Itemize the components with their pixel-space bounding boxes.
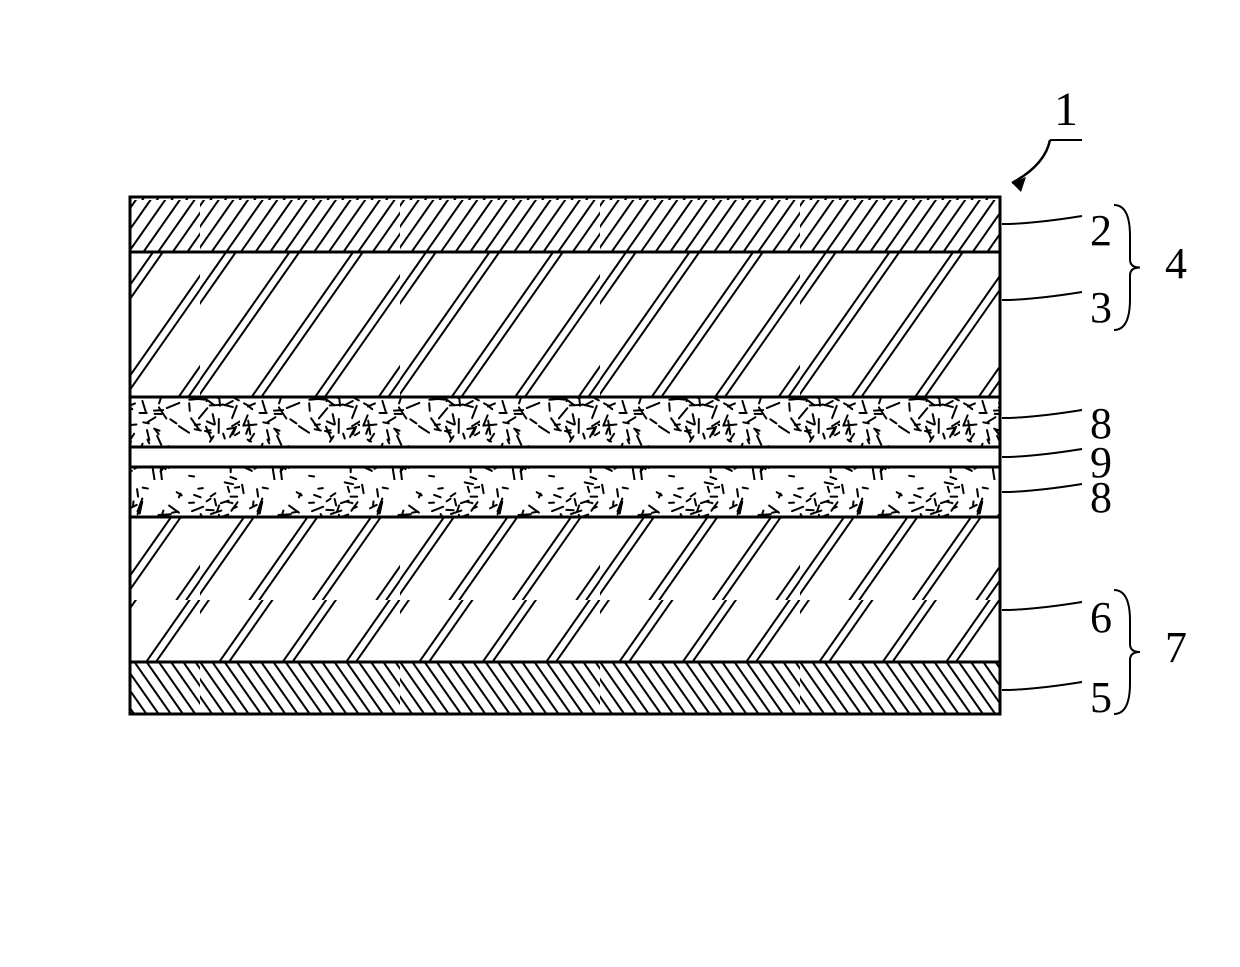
cross-section-svg bbox=[0, 0, 1240, 967]
label-layer-8-lower: 8 bbox=[1090, 472, 1112, 523]
label-layer-2: 2 bbox=[1090, 205, 1112, 256]
label-group-7: 7 bbox=[1165, 622, 1187, 673]
label-layer-3: 3 bbox=[1090, 282, 1112, 333]
figure-canvas: 2 3 8 9 8 6 5 4 7 1 bbox=[0, 0, 1240, 967]
label-assembly-1: 1 bbox=[1050, 82, 1082, 141]
label-layer-5: 5 bbox=[1090, 672, 1112, 723]
label-layer-6: 6 bbox=[1090, 592, 1112, 643]
label-group-4: 4 bbox=[1165, 238, 1187, 289]
